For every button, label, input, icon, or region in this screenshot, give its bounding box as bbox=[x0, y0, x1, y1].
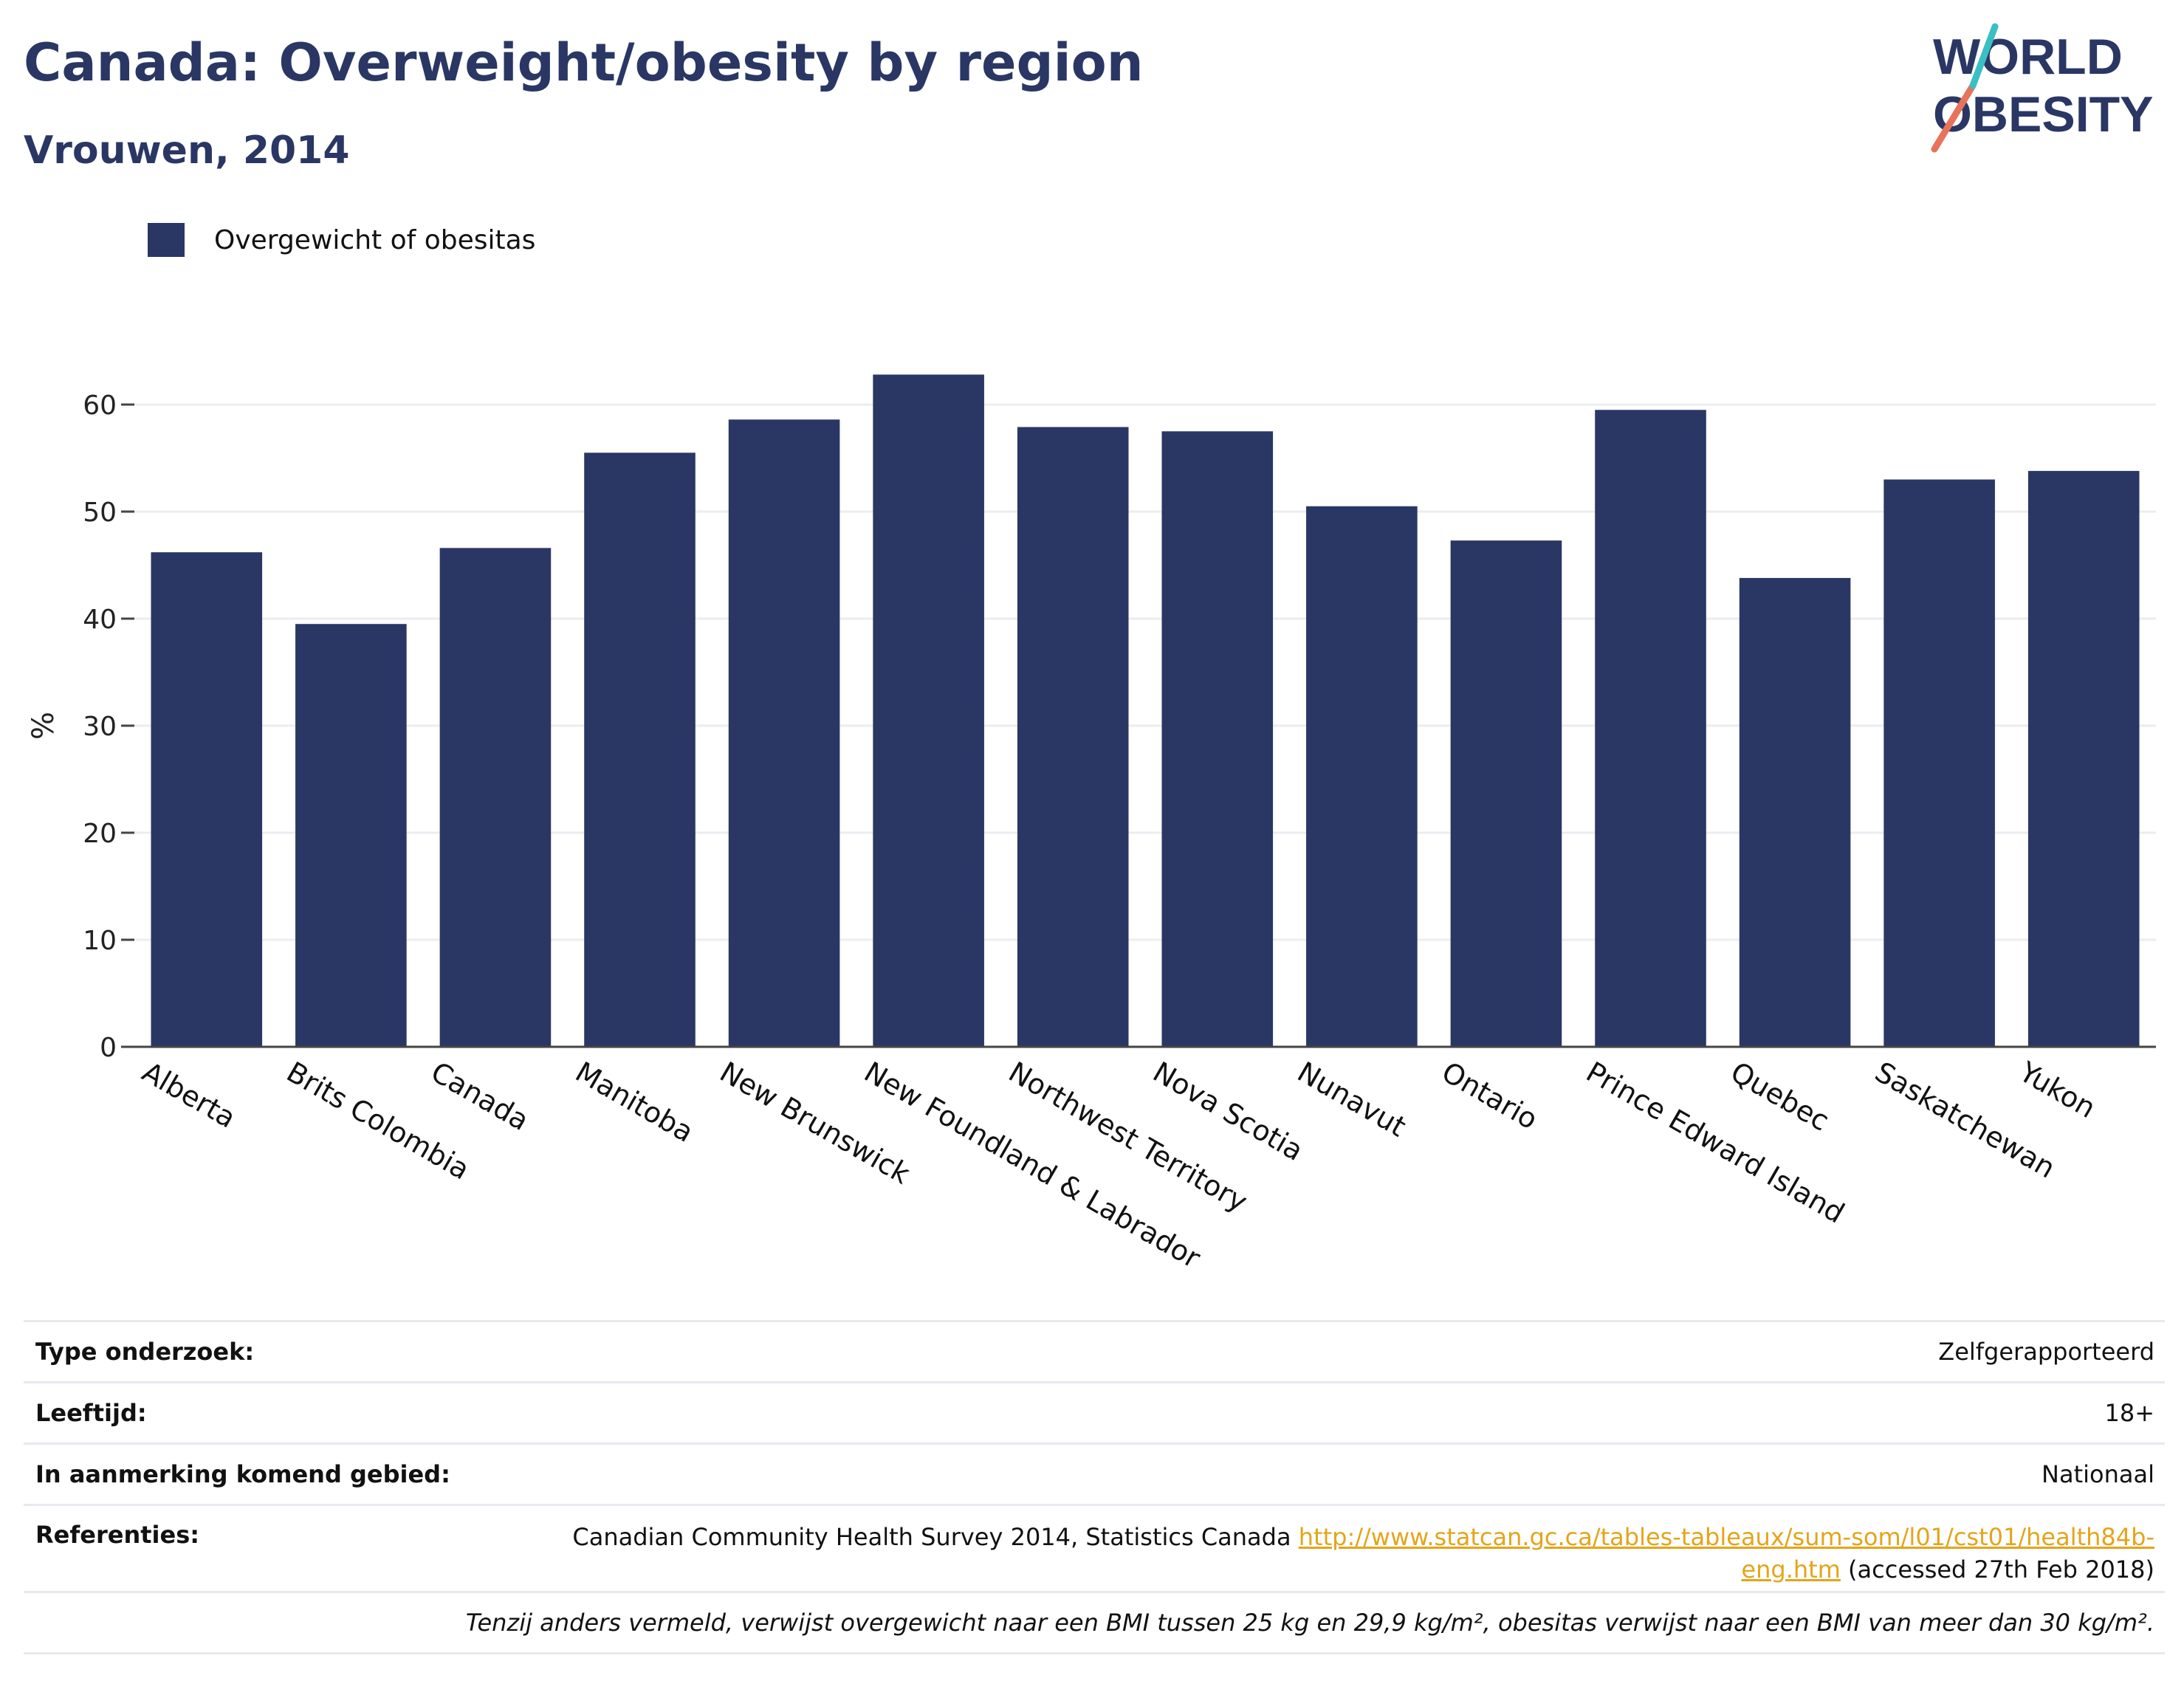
y-tick-label: 0 bbox=[100, 1033, 117, 1063]
bar bbox=[728, 419, 840, 1047]
references-link-cont[interactable]: eng.htm bbox=[1741, 1555, 1841, 1584]
legend-label: Overgewicht of obesitas bbox=[214, 224, 536, 255]
meta-row-references: Referenties: Canadian Community Health S… bbox=[24, 1504, 2165, 1591]
bar bbox=[1161, 431, 1274, 1047]
metadata-table: Type onderzoek: Zelfgerapporteerd Leefti… bbox=[24, 1320, 2165, 1654]
references-label: Referenties: bbox=[35, 1521, 200, 1549]
y-tick-label: 50 bbox=[83, 498, 117, 528]
world-obesity-logo: WORLD OBESITY bbox=[1931, 23, 2154, 153]
x-tick-label: Prince Edward Island bbox=[1581, 1056, 1850, 1230]
references-link[interactable]: http://www.statcan.gc.ca/tables-tableaux… bbox=[1298, 1523, 2154, 1551]
y-tick-label: 10 bbox=[83, 926, 117, 956]
references-text: Canadian Community Health Survey 2014, S… bbox=[572, 1523, 1299, 1551]
age-label: Leeftijd: bbox=[35, 1399, 147, 1427]
y-tick-label: 20 bbox=[83, 819, 117, 849]
x-tick-label: Yukon bbox=[2013, 1055, 2101, 1124]
x-tick-label: Quebec bbox=[1725, 1056, 1835, 1138]
meta-row-area: In aanmerking komend gebied: Nationaal bbox=[24, 1443, 2165, 1504]
bmi-footnote: Tenzij anders vermeld, verwijst overgewi… bbox=[465, 1609, 2154, 1637]
x-tick-label: Northwest Territory bbox=[1003, 1056, 1253, 1219]
y-tick-label: 30 bbox=[83, 712, 117, 742]
bar bbox=[1739, 577, 1851, 1047]
bar bbox=[151, 552, 263, 1047]
svg-text:WORLD: WORLD bbox=[1933, 29, 2123, 85]
y-tick-label: 40 bbox=[83, 605, 117, 635]
survey-type-label: Type onderzoek: bbox=[35, 1338, 255, 1366]
bar bbox=[2027, 470, 2140, 1047]
bar bbox=[1306, 506, 1418, 1047]
area-value: Nationaal bbox=[2042, 1460, 2154, 1488]
bar bbox=[1017, 427, 1129, 1047]
meta-row-age: Leeftijd: 18+ bbox=[24, 1381, 2165, 1443]
bar bbox=[1450, 540, 1562, 1047]
x-tick-label: Ontario bbox=[1436, 1056, 1543, 1136]
y-tick-label: 60 bbox=[83, 391, 117, 421]
meta-row-survey-type: Type onderzoek: Zelfgerapporteerd bbox=[24, 1320, 2165, 1381]
x-tick-label: Alberta bbox=[137, 1056, 241, 1135]
survey-type-value: Zelfgerapporteerd bbox=[1938, 1338, 2154, 1366]
bar bbox=[584, 453, 696, 1047]
bar bbox=[1595, 410, 1706, 1047]
bar bbox=[439, 548, 552, 1047]
references-accessed: (accessed 27th Feb 2018) bbox=[1840, 1555, 2154, 1584]
chart-subtitle: Vrouwen, 2014 bbox=[24, 128, 350, 173]
age-value: 18+ bbox=[2104, 1399, 2154, 1427]
x-tick-label: Canada bbox=[425, 1056, 534, 1137]
legend-swatch bbox=[148, 223, 185, 257]
y-axis-label: % bbox=[27, 712, 61, 740]
bar bbox=[295, 624, 407, 1047]
chart-title: Canada: Overweight/obesity by region bbox=[24, 32, 1144, 93]
references-value: Canadian Community Health Survey 2014, S… bbox=[572, 1521, 2165, 1586]
x-tick-label: Nunavut bbox=[1292, 1056, 1412, 1144]
meta-row-note: Tenzij anders vermeld, verwijst overgewi… bbox=[24, 1591, 2165, 1654]
bar bbox=[873, 374, 984, 1047]
bar bbox=[1883, 479, 1995, 1047]
legend: Overgewicht of obesitas bbox=[148, 221, 535, 258]
x-tick-label: Manitoba bbox=[570, 1056, 699, 1149]
area-label: In aanmerking komend gebied: bbox=[35, 1460, 450, 1488]
